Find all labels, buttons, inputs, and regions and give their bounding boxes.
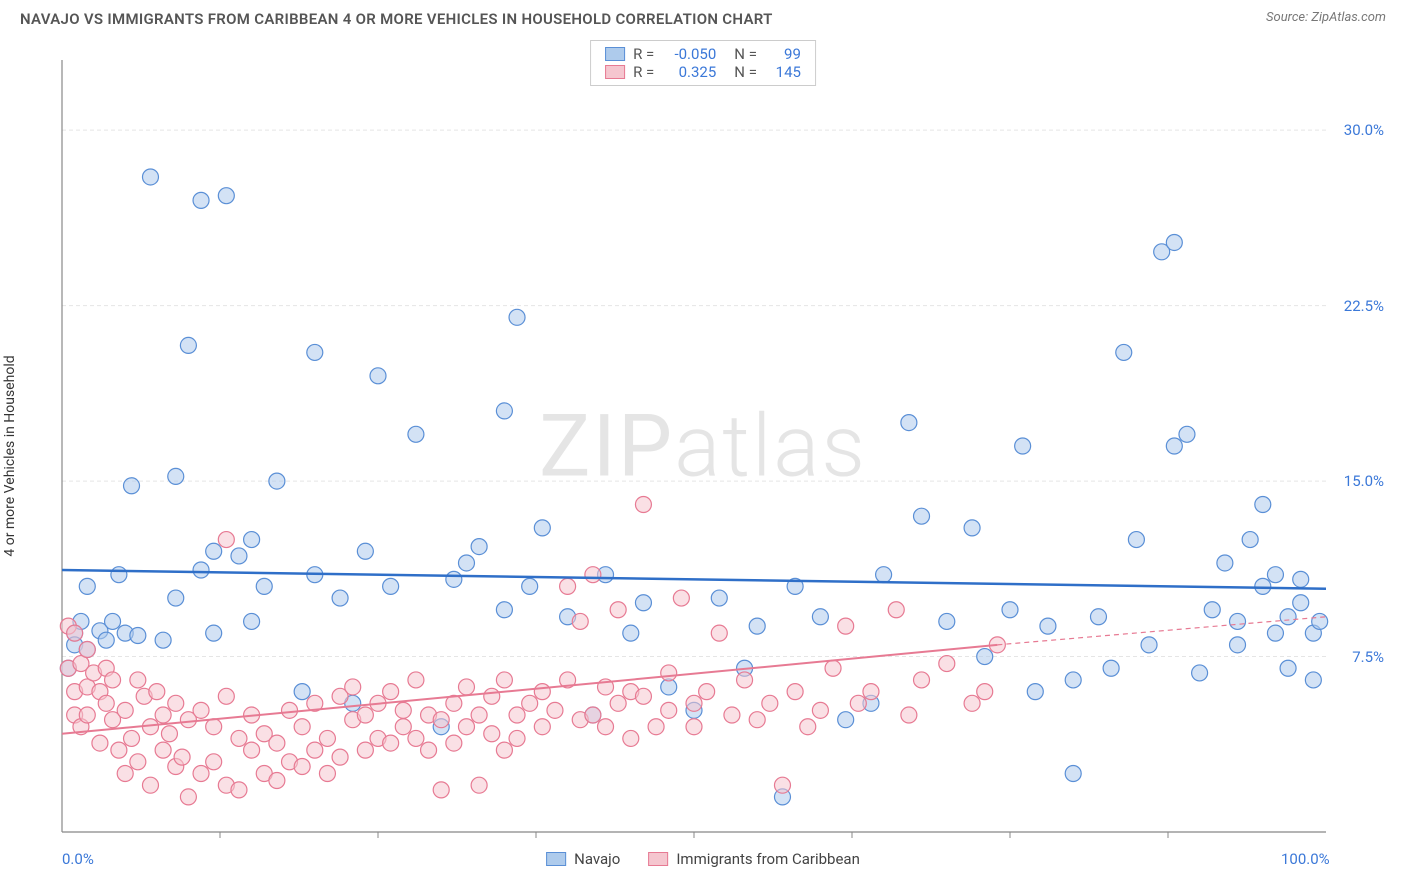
legend-item: Immigrants from Caribbean	[648, 850, 860, 868]
n-label: N =	[734, 63, 757, 81]
chart-container: 4 or more Vehicles in Household ZIPatlas…	[20, 40, 1386, 872]
n-value: 99	[765, 45, 801, 63]
y-tick-label: 30.0%	[1344, 121, 1384, 139]
x-tick-label: 0.0%	[62, 850, 94, 868]
y-tick-label: 7.5%	[1352, 648, 1384, 666]
legend-label: Immigrants from Caribbean	[676, 850, 860, 868]
y-axis-label: 4 or more Vehicles in Household	[2, 355, 18, 556]
r-value: 0.325	[662, 63, 716, 81]
legend-label: Navajo	[574, 850, 620, 868]
r-label: R =	[633, 63, 654, 81]
legend-swatch	[648, 852, 668, 866]
legend-swatch	[605, 47, 625, 61]
chart-title: NAVAJO VS IMMIGRANTS FROM CARIBBEAN 4 OR…	[20, 10, 773, 28]
y-tick-label: 15.0%	[1344, 472, 1384, 490]
r-value: -0.050	[662, 45, 716, 63]
x-tick-label: 100.0%	[1281, 850, 1330, 868]
legend-item: Navajo	[546, 850, 620, 868]
n-value: 145	[765, 63, 801, 81]
legend-swatch	[546, 852, 566, 866]
legend-top-row: R = -0.050 N = 99	[605, 45, 801, 63]
source-attribution: Source: ZipAtlas.com	[1266, 10, 1386, 25]
correlation-legend: R = -0.050 N = 99 R = 0.325 N = 145	[590, 40, 816, 86]
scatter-chart	[20, 40, 1386, 872]
n-label: N =	[734, 45, 757, 63]
r-label: R =	[633, 45, 654, 63]
legend-top-row: R = 0.325 N = 145	[605, 63, 801, 81]
series-legend: Navajo Immigrants from Caribbean	[546, 850, 860, 868]
y-tick-label: 22.5%	[1344, 297, 1384, 315]
legend-swatch	[605, 65, 625, 79]
